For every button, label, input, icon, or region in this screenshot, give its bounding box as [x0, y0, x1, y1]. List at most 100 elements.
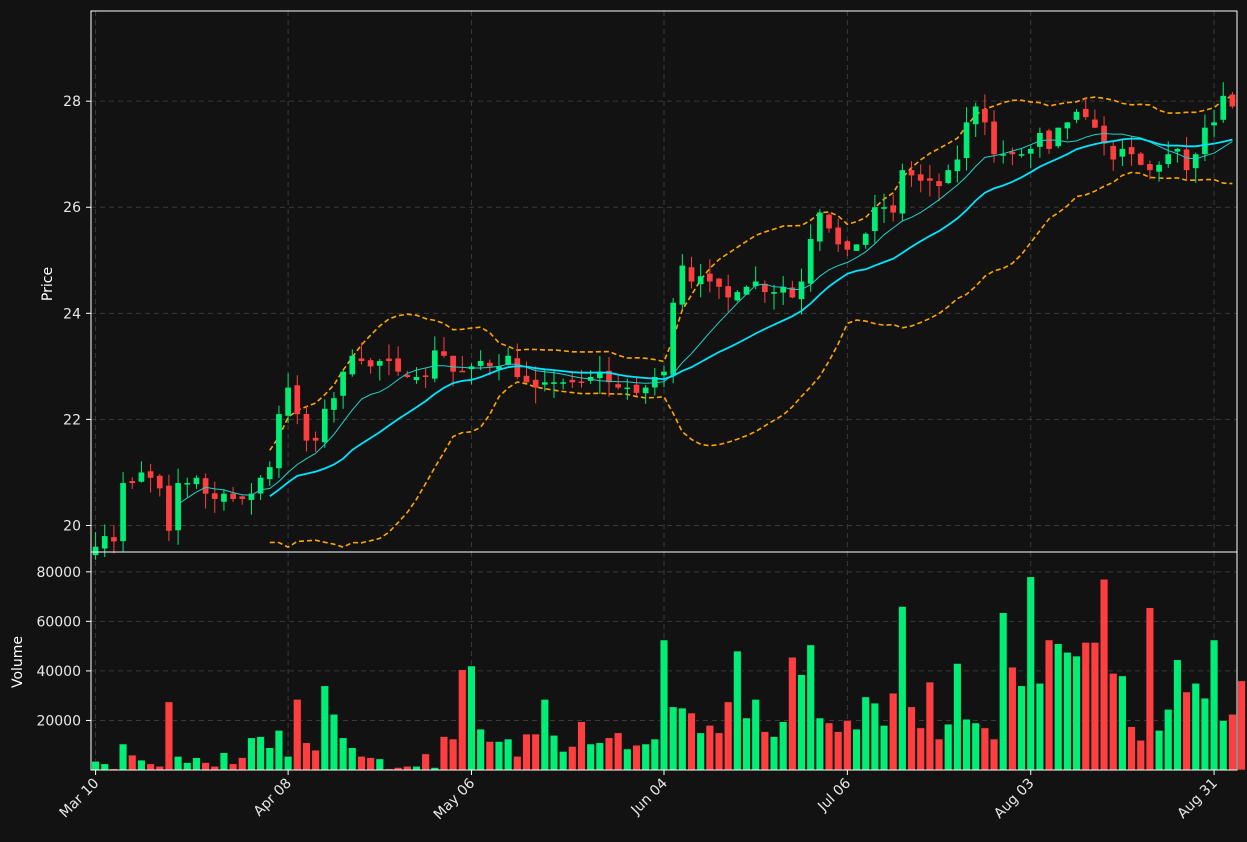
volume-bar: [366, 757, 375, 771]
candle: [872, 207, 878, 232]
volume-bar: [228, 763, 238, 771]
volume-bar: [779, 721, 788, 771]
candle: [505, 355, 511, 366]
candle: [817, 212, 823, 242]
candle: [312, 437, 319, 441]
candle: [111, 537, 117, 542]
candle: [266, 467, 273, 480]
volume-bar: [907, 706, 916, 771]
candle: [972, 106, 979, 125]
candle: [404, 374, 411, 377]
candle: [569, 379, 576, 383]
volume-bar: [338, 737, 348, 771]
volume-bar: [687, 712, 696, 771]
volume-bar: [128, 754, 137, 771]
volume-bar: [751, 699, 760, 771]
candle: [147, 471, 154, 478]
candle: [1009, 151, 1016, 155]
volume-bar: [1072, 655, 1081, 771]
volume-bar: [742, 717, 751, 771]
volume-bar: [971, 722, 980, 771]
candle: [450, 355, 456, 372]
volume-bar: [1173, 659, 1182, 771]
candle: [120, 483, 126, 542]
upper-band-line: [269, 94, 1233, 451]
candle: [1101, 125, 1107, 144]
volume-bar: [678, 707, 687, 771]
candle: [1156, 164, 1162, 172]
candle: [376, 361, 383, 366]
volume-bar: [879, 725, 889, 771]
volume-bar: [586, 743, 595, 771]
volume-bar: [1054, 643, 1063, 771]
candle: [358, 358, 365, 362]
volume-bar: [293, 699, 302, 771]
moving-average-series: [177, 132, 1233, 505]
volume-bar: [788, 656, 797, 771]
candle: [230, 493, 236, 499]
candle: [881, 207, 887, 209]
candle: [1147, 164, 1153, 171]
price-tick-label: 26: [63, 200, 81, 216]
volume-bar: [714, 732, 724, 771]
volume-bar: [247, 737, 256, 771]
candle: [1064, 122, 1071, 129]
candle: [789, 287, 796, 298]
candle: [862, 233, 869, 245]
candle: [1165, 154, 1172, 164]
volume-bar: [1026, 576, 1035, 771]
volume-bar: [1136, 739, 1145, 771]
volume-bar: [696, 732, 705, 771]
volume-bar: [421, 753, 430, 771]
volume-bar: [91, 761, 100, 771]
volume-bar: [311, 749, 320, 771]
candle: [211, 493, 218, 499]
volume-bar: [1145, 607, 1155, 771]
volume-bar: [1191, 682, 1200, 771]
candle: [340, 371, 346, 396]
candle: [193, 477, 200, 485]
volume-bar: [834, 731, 843, 771]
candle: [431, 350, 438, 379]
candle: [1229, 94, 1236, 107]
volume-bar: [219, 752, 229, 771]
volume-bar: [283, 756, 293, 771]
volume-bar: [503, 738, 513, 771]
volume-bar: [118, 743, 128, 771]
candle: [202, 478, 209, 494]
candle: [523, 375, 530, 383]
price-axis: 20 22 24 26 28: [63, 94, 91, 534]
volume-bar: [843, 720, 852, 771]
candle: [156, 475, 163, 489]
volume-bar: [540, 699, 549, 771]
candle: [780, 286, 787, 293]
candle: [982, 108, 988, 123]
volume-bar: [448, 738, 458, 771]
candle: [248, 493, 255, 500]
candle: [826, 214, 832, 229]
volume-bar: [201, 762, 210, 771]
candle: [716, 278, 722, 287]
candle: [367, 360, 374, 367]
volume-axis-title: Volume: [10, 636, 26, 688]
volume-bar: [531, 733, 540, 771]
volume-bar: [815, 717, 825, 771]
candle: [477, 361, 484, 366]
candle: [1000, 154, 1007, 156]
candle: [349, 355, 356, 375]
volume-bar: [614, 732, 623, 771]
fast-moving-average-line: [177, 132, 1233, 505]
candle: [835, 227, 842, 245]
volume-bar: [1209, 639, 1219, 771]
candle: [927, 178, 933, 181]
volume-bar: [861, 696, 870, 771]
candle: [853, 244, 860, 251]
candle: [651, 376, 658, 388]
volume-bar: [1044, 639, 1054, 771]
volume-bar: [1109, 673, 1118, 771]
candle: [706, 273, 713, 282]
candlestick-series: [92, 82, 1236, 560]
volume-bar: [916, 727, 925, 771]
candle: [762, 283, 768, 293]
